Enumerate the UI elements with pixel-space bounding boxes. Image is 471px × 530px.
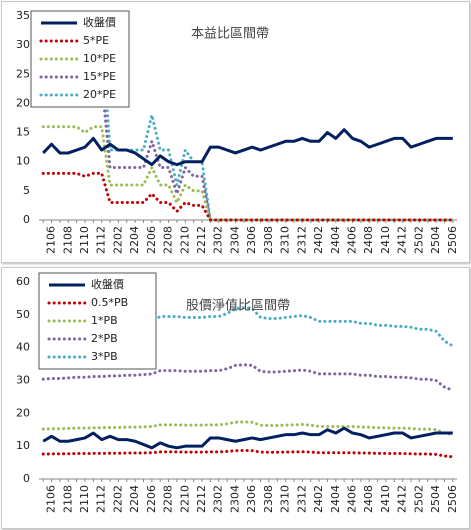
x-tick-label: 2308 — [262, 485, 275, 513]
series-line — [41, 448, 455, 459]
x-tick-label: 2410 — [379, 226, 392, 254]
x-tick-label: 2312 — [295, 485, 308, 513]
x-tick-label: 2204 — [128, 485, 141, 513]
series-line — [41, 420, 455, 437]
x-tick-label: 2208 — [162, 485, 175, 513]
x-tick-label: 2304 — [228, 485, 241, 513]
y-tick-label: 10 — [16, 155, 30, 168]
x-tick-label: 2210 — [178, 485, 191, 513]
x-tick-label: 2208 — [162, 226, 175, 254]
x-tick-label: 2404 — [329, 485, 342, 513]
y-tick-label: 0 — [23, 472, 30, 485]
x-tick-label: 2212 — [195, 226, 208, 254]
x-tick-label: 2504 — [429, 226, 442, 254]
x-tick-label: 2504 — [429, 485, 442, 513]
x-tick-label: 2212 — [195, 485, 208, 513]
x-tick-label: 2410 — [379, 485, 392, 513]
y-tick-label: 25 — [16, 67, 30, 80]
legend-label: 10*PE — [83, 52, 116, 65]
x-tick-label: 2110 — [78, 485, 91, 513]
y-tick-label: 20 — [16, 406, 30, 419]
x-tick-label: 2204 — [128, 226, 141, 254]
x-tick-label: 2108 — [61, 485, 74, 513]
y-tick-label: 15 — [16, 126, 30, 139]
x-tick-label: 2408 — [362, 485, 375, 513]
x-tick-label: 2306 — [245, 485, 258, 513]
x-tick-label: 2302 — [212, 485, 225, 513]
y-tick-label: 50 — [16, 308, 30, 321]
legend-label: 5*PE — [83, 34, 109, 47]
x-tick-label: 2402 — [312, 485, 325, 513]
x-tick-label: 2106 — [45, 485, 58, 513]
legend-label: 15*PE — [83, 70, 116, 83]
legend-label: 3*PB — [91, 350, 118, 363]
series-line — [41, 306, 455, 348]
y-tick-label: 40 — [16, 341, 30, 354]
x-tick-label: 2206 — [145, 485, 158, 513]
y-tick-label: 30 — [16, 374, 30, 387]
x-tick-label: 2402 — [312, 226, 325, 254]
y-tick-label: 10 — [16, 439, 30, 452]
x-tick-label: 2210 — [178, 226, 191, 254]
x-tick-label: 2506 — [446, 485, 459, 513]
chart-panel: 0 5 10 15 20 25 30 35 2106 2108 2110 2112 2202 2204 22… — [1, 1, 470, 263]
x-tick-label: 2412 — [396, 226, 409, 254]
y-tick-label: 60 — [16, 275, 30, 288]
series-line — [42, 128, 453, 167]
x-tick-label: 2406 — [346, 226, 359, 254]
series-line — [42, 426, 453, 450]
chart: 0 10 20 30 40 50 60 2106 2108 2110 2112 2202 2204 220… — [16, 272, 459, 513]
x-tick-label: 2206 — [145, 226, 158, 254]
series-line — [41, 171, 455, 222]
x-tick-label: 2112 — [95, 485, 108, 513]
y-tick-label: 20 — [16, 96, 30, 109]
legend-label: 收盤價 — [91, 277, 124, 291]
chart-title: 股價淨值比區間帶 — [186, 298, 290, 314]
x-tick-label: 2108 — [61, 226, 74, 254]
legend-label: 收盤價 — [83, 15, 116, 29]
x-tick-label: 2408 — [362, 226, 375, 254]
x-tick-label: 2304 — [228, 226, 241, 254]
legend: 收盤價 0.5*PB 1*PB 2*PB 3*PB — [38, 272, 157, 370]
legend-label: 20*PE — [83, 88, 116, 101]
x-tick-label: 2502 — [412, 485, 425, 513]
legend-label: 1*PB — [91, 314, 118, 327]
chart-title: 本益比區間帶 — [191, 27, 269, 42]
chart: 0 5 10 15 20 25 30 35 2106 2108 2110 2112 2202 2204 22… — [16, 9, 459, 254]
x-tick-label: 2306 — [245, 226, 258, 254]
x-tick-label: 2506 — [446, 226, 459, 254]
chart-panel: 0 10 20 30 40 50 60 2106 2108 2110 2112 2202 2204 220… — [1, 267, 470, 529]
y-tick-label: 5 — [23, 184, 30, 197]
x-tick-label: 2310 — [279, 485, 292, 513]
y-tick-label: 30 — [16, 38, 30, 51]
y-tick-label: 0 — [23, 213, 30, 226]
x-tick-label: 2202 — [111, 226, 124, 254]
x-tick-label: 2404 — [329, 226, 342, 254]
x-tick-label: 2310 — [279, 226, 292, 254]
legend: 收盤價 5*PE 10*PE 15*PE 20*PE — [30, 10, 130, 108]
x-tick-label: 2112 — [95, 226, 108, 254]
legend-label: 0.5*PB — [91, 296, 128, 309]
y-tick-label: 35 — [16, 9, 30, 22]
x-tick-label: 2110 — [78, 226, 91, 254]
x-tick-label: 2302 — [212, 226, 225, 254]
x-tick-label: 2308 — [262, 226, 275, 254]
x-tick-label: 2406 — [346, 485, 359, 513]
x-tick-label: 2202 — [111, 485, 124, 513]
series-line — [41, 363, 455, 392]
x-tick-label: 2312 — [295, 226, 308, 254]
x-tick-label: 2502 — [412, 226, 425, 254]
x-tick-label: 2106 — [45, 226, 58, 254]
x-tick-label: 2412 — [396, 485, 409, 513]
legend-label: 2*PB — [91, 332, 118, 345]
